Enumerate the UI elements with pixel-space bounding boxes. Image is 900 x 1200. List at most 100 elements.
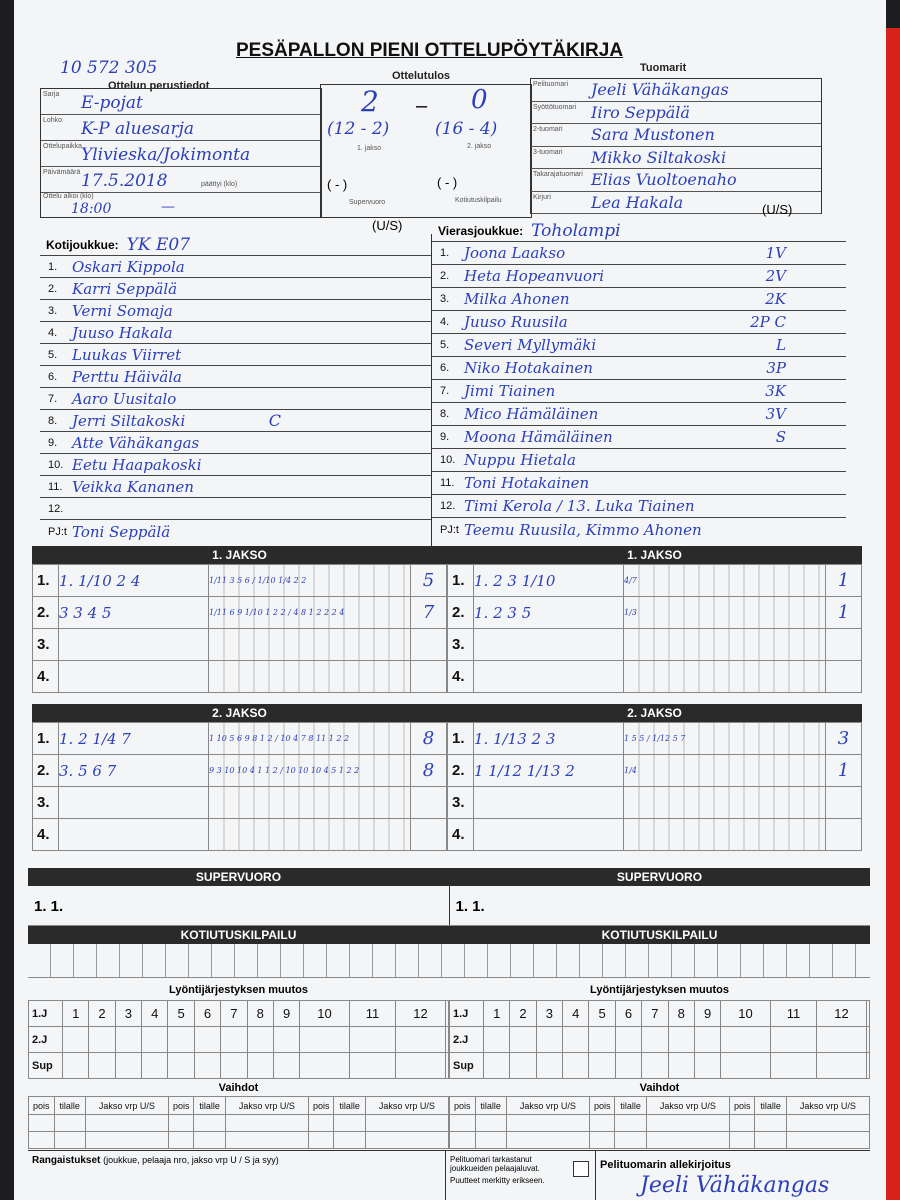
sub-cell[interactable] (474, 1114, 507, 1132)
sub-cell[interactable] (505, 1131, 590, 1149)
player-name: Perttu Häiväla (72, 367, 182, 386)
sub-cell[interactable] (614, 1131, 647, 1149)
marks: 1/3 (623, 596, 826, 629)
sub-cell[interactable] (785, 1131, 871, 1149)
player-number: 11. (440, 477, 455, 489)
player-position: 3V (765, 405, 786, 423)
sub-col-header: pois (307, 1096, 335, 1115)
sub-cell[interactable] (449, 1114, 476, 1132)
sub-cell[interactable] (728, 1114, 756, 1132)
sub-cell[interactable] (167, 1131, 195, 1149)
lineup-cell (535, 1026, 564, 1053)
sub-cell[interactable] (728, 1131, 756, 1149)
lineup-row-label: 1.J (449, 1000, 484, 1027)
runs (825, 628, 862, 661)
basic-info-box: Sarja E-pojat Lohko K-P aluesarja Ottelupaik… (40, 88, 322, 218)
sub-cell[interactable] (449, 1131, 476, 1149)
sub-cell[interactable] (614, 1114, 647, 1132)
runs: 8 (410, 754, 447, 787)
referee-label: 2-tuomari (533, 126, 563, 133)
runs (825, 818, 862, 851)
end-label: päättyi (klo) (201, 181, 238, 188)
sub-col-header: pois (588, 1096, 616, 1115)
lineup-col-header: 12 (395, 1000, 446, 1027)
sub-cell[interactable] (474, 1131, 507, 1149)
roster-row-away: 1. Joona Laakso 1V (432, 242, 846, 265)
player-number: 3. (440, 293, 450, 305)
roster-row-away: 2. Heta Hopeanvuori 2V (432, 265, 846, 288)
sub-cell[interactable] (84, 1131, 169, 1149)
sub-col-header: Jakso vrp U/S (224, 1096, 309, 1115)
score-dash: – (416, 95, 428, 117)
sub-cell[interactable] (364, 1131, 450, 1149)
sub-col-header: Jakso vrp U/S (645, 1096, 730, 1115)
lineup-cell (562, 1052, 590, 1079)
check-checkbox[interactable] (573, 1161, 589, 1177)
lineup-cell (588, 1026, 616, 1053)
roster-row-home: 2. Karri Seppälä (40, 278, 431, 300)
sub-cell[interactable] (785, 1114, 871, 1132)
player-number: 4. (440, 316, 450, 328)
supervuoro-home-title: SUPERVUORO (28, 868, 449, 886)
lineup-change-title: Lyöntijärjestyksen muutos (169, 984, 308, 996)
player-name: Moona Hämäläinen (464, 428, 613, 446)
sub-cell[interactable] (84, 1114, 169, 1132)
player-number: 10. (48, 458, 64, 471)
player-number: 7. (440, 385, 450, 397)
sub-cell[interactable] (364, 1114, 450, 1132)
sub-cell[interactable] (28, 1114, 55, 1132)
sub-cell[interactable] (28, 1131, 55, 1149)
sub-cell[interactable] (167, 1114, 195, 1132)
runs: 1 (825, 564, 862, 597)
sub-cell[interactable] (224, 1131, 309, 1149)
player-number: 7. (48, 392, 58, 405)
sub-cell[interactable] (505, 1114, 590, 1132)
player-name: Jerri Siltakoski (72, 411, 186, 430)
field-value: E-pojat (81, 93, 143, 113)
home-run-label: Kotiutuskilpailu (455, 197, 502, 204)
player-name: Luukas Viirret (72, 345, 182, 364)
referee-label: 3-tuomari (533, 148, 563, 156)
period2-label: 2. jakso (467, 143, 492, 150)
sub-cell[interactable] (588, 1114, 616, 1132)
batters: 1 1/12 1/13 2 (473, 754, 624, 787)
sub-cell[interactable] (307, 1114, 335, 1132)
signature-label: Pelituomarin allekirjoitus (600, 1159, 731, 1171)
roster-row-home: 7. Aaro Uusitalo (40, 388, 431, 410)
referee-row: Syöttötuomari Iiro Seppälä (531, 102, 821, 124)
lineup-row-label: Sup (28, 1052, 63, 1079)
sub-col-header: pois (167, 1096, 195, 1115)
sub-cell[interactable] (53, 1131, 86, 1149)
roster-row-away: 11. Toni Hotakainen (432, 472, 846, 495)
sub-cell[interactable] (193, 1114, 226, 1132)
sub-cell[interactable] (193, 1131, 226, 1149)
marks: 1/4 (623, 754, 826, 787)
inning-row: 3. (32, 786, 447, 819)
sub-cell[interactable] (588, 1131, 616, 1149)
marks: 1/11 6 9 1/10 1 2 2 / 4 8 1 2 2 2 4 (208, 596, 411, 629)
sub-cell[interactable] (754, 1114, 787, 1132)
runs (410, 786, 447, 819)
player-number: 9. (48, 436, 58, 449)
sub-row (28, 1114, 450, 1132)
substitutions-home: Vaihdot pois tilalle Jakso vrp U/S pois tilal… (28, 1082, 450, 1149)
sub-cell[interactable] (645, 1114, 730, 1132)
player-name: Joona Laakso (464, 244, 566, 262)
sub-cell[interactable] (224, 1114, 309, 1132)
referee-row: Pelituomari Jeeli Vähäkangas (531, 79, 821, 102)
lineup-cell (141, 1052, 169, 1079)
player-position: S (775, 428, 786, 446)
sub-cell[interactable] (754, 1131, 787, 1149)
sub-cell[interactable] (307, 1131, 335, 1149)
lineup-col-header: 2 (509, 1000, 537, 1027)
sub-cell[interactable] (645, 1131, 730, 1149)
lineup-row: 2.J (449, 1026, 871, 1053)
player-number: 8. (440, 408, 450, 420)
substitutions-section: Vaihdot pois tilalle Jakso vrp U/S pois tilal… (28, 1082, 871, 1149)
signature: Jeeli Vähäkangas (640, 1173, 830, 1198)
sub-cell[interactable] (53, 1114, 86, 1132)
sub-cell[interactable] (333, 1131, 366, 1149)
sub-cell[interactable] (333, 1114, 366, 1132)
roster-row-away: 3. Milka Ahonen 2K (432, 288, 846, 311)
